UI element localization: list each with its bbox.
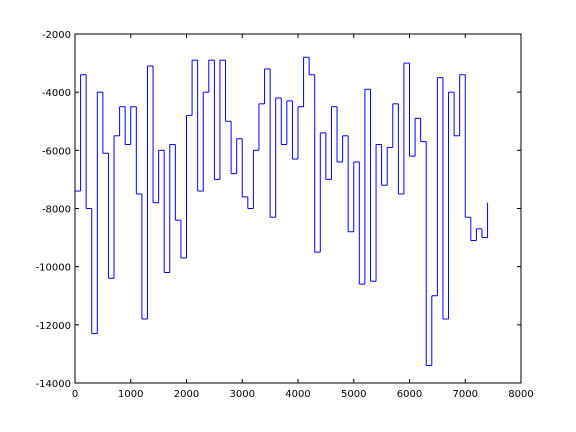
x-tick-label: 6000 xyxy=(397,389,422,400)
x-tick-label: 0 xyxy=(72,389,78,400)
y-tick-label: -8000 xyxy=(42,205,71,216)
y-tick-label: -6000 xyxy=(42,146,71,157)
y-tick-label: -14000 xyxy=(36,379,71,390)
x-tick-label: 8000 xyxy=(508,389,533,400)
x-tick-label: 7000 xyxy=(453,389,478,400)
y-tick-label: -2000 xyxy=(42,30,71,41)
x-tick-label: 5000 xyxy=(341,389,366,400)
x-tick-label: 2000 xyxy=(174,389,199,400)
x-tick-label: 3000 xyxy=(230,389,255,400)
plot-box xyxy=(74,33,522,384)
y-tick-label: -12000 xyxy=(36,321,71,332)
y-tick-label: -4000 xyxy=(42,88,71,99)
x-tick-label: 1000 xyxy=(118,389,143,400)
y-tick-label: -10000 xyxy=(36,263,71,274)
x-tick-label: 4000 xyxy=(285,389,310,400)
